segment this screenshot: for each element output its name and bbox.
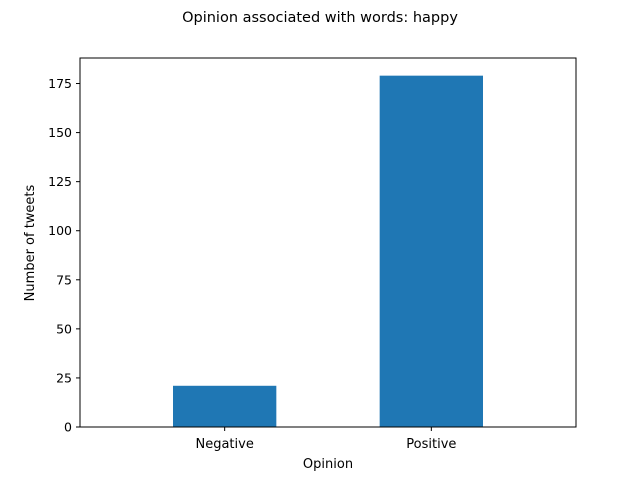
y-axis-ticks: 0 25 50 75 100 125 150 175: [48, 76, 80, 435]
chart-title: Opinion associated with words: happy: [182, 10, 458, 26]
y-tick-label: 0: [64, 420, 72, 435]
bar-negative: [173, 385, 277, 427]
y-tick-label: 125: [48, 174, 72, 189]
bars-group: [173, 75, 483, 428]
y-tick-label: 175: [48, 76, 72, 91]
x-tick-label: Positive: [406, 437, 456, 452]
y-tick-label: 50: [56, 321, 72, 336]
x-tick-label: Negative: [195, 437, 253, 452]
y-tick-label: 100: [48, 223, 72, 238]
bar-positive: [379, 75, 483, 428]
y-axis-label: Number of tweets: [23, 184, 38, 301]
y-tick-label: 150: [48, 125, 72, 140]
plot-frame: [79, 57, 577, 428]
y-tick-label: 75: [56, 272, 72, 287]
x-axis-label: Opinion: [303, 457, 353, 472]
x-axis-ticks: Negative Positive: [195, 427, 456, 452]
y-tick-label: 25: [56, 370, 72, 385]
